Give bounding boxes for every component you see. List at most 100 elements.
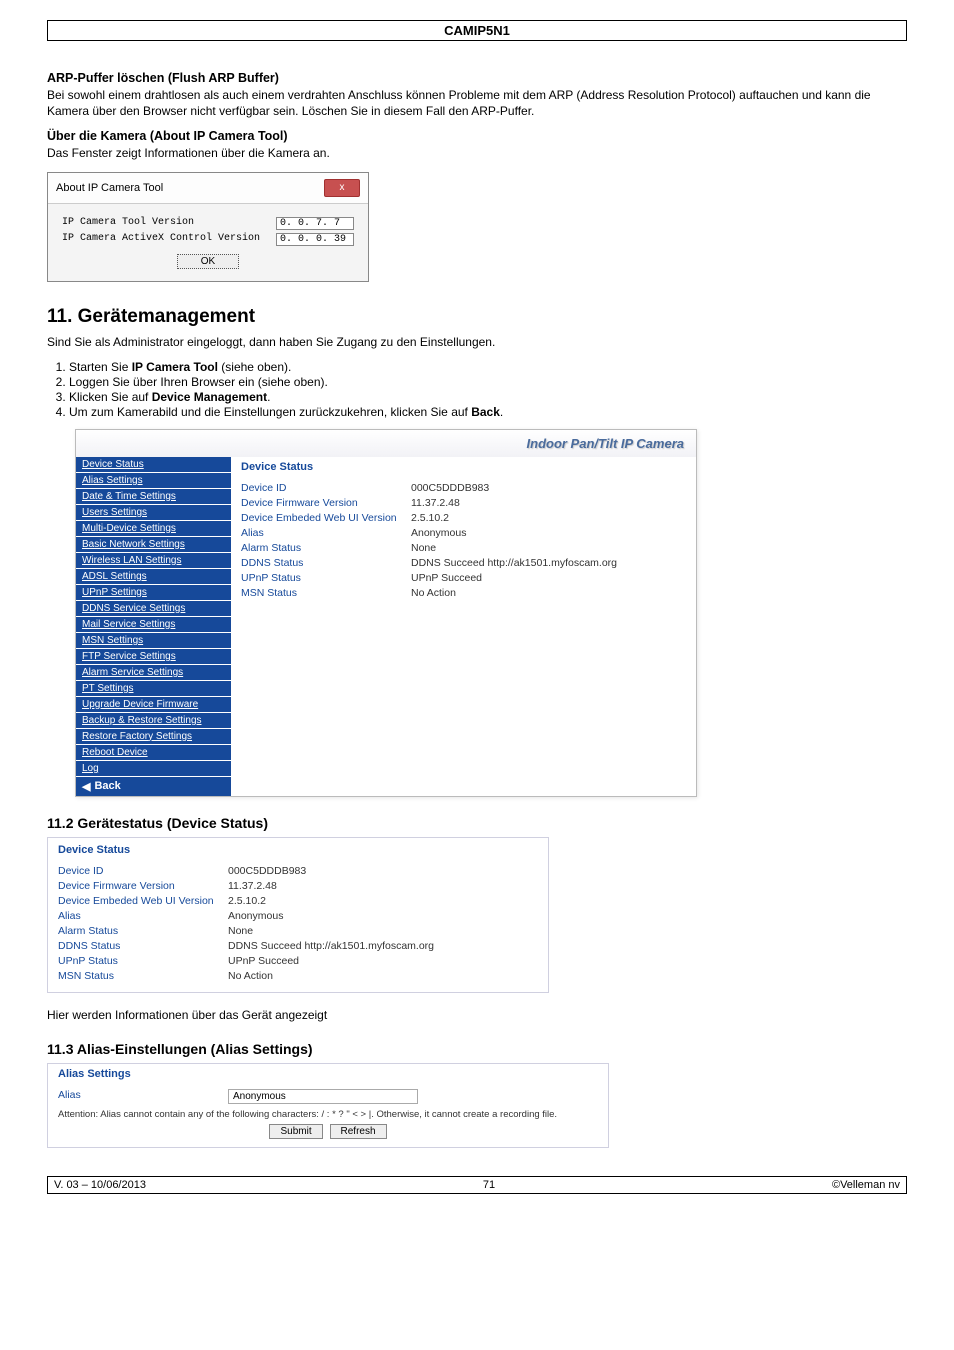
status-row-1-val: 11.37.2.48	[228, 880, 277, 892]
devpanel-row-2-label: Device Embeded Web UI Version	[241, 512, 411, 524]
about-heading: Über die Kamera (About IP Camera Tool)	[47, 129, 907, 143]
submit-button[interactable]: Submit	[269, 1124, 322, 1139]
status-row-4: Alarm StatusNone	[58, 924, 538, 939]
status-row-2-label: Device Embeded Web UI Version	[58, 895, 228, 907]
device-panel: Indoor Pan/Tilt IP Camera Device StatusA…	[75, 429, 697, 797]
sidebar-item-13[interactable]: Alarm Service Settings	[76, 665, 231, 681]
alias-box-title: Alias Settings	[58, 1068, 598, 1080]
sidebar-item-0[interactable]: Device Status	[76, 457, 231, 473]
sec11-2-after: Hier werden Informationen über das Gerät…	[47, 1007, 907, 1023]
page-footer: V. 03 – 10/06/2013 71 ©Velleman nv	[47, 1176, 907, 1194]
sidebar-item-2[interactable]: Date & Time Settings	[76, 489, 231, 505]
status-row-2: Device Embeded Web UI Version2.5.10.2	[58, 894, 538, 909]
sidebar-item-5[interactable]: Basic Network Settings	[76, 537, 231, 553]
status-box: Device Status Device ID000C5DDDB983Devic…	[47, 837, 549, 993]
about-row1-val: 0. 0. 7. 7	[276, 217, 354, 230]
refresh-button[interactable]: Refresh	[330, 1124, 387, 1139]
about-dialog: About IP Camera Tool x IP Camera Tool Ve…	[47, 172, 369, 282]
step-2: Loggen Sie über Ihren Browser ein (siehe…	[69, 375, 907, 389]
steps-list: Starten Sie IP Camera Tool (siehe oben).…	[69, 360, 907, 419]
devpanel-row-0-val: 000C5DDDB983	[411, 482, 489, 494]
status-row-5: DDNS StatusDDNS Succeed http://ak1501.my…	[58, 939, 538, 954]
sidebar-item-11[interactable]: MSN Settings	[76, 633, 231, 649]
status-row-4-label: Alarm Status	[58, 925, 228, 937]
status-row-6-val: UPnP Succeed	[228, 955, 299, 967]
devpanel-row-6: UPnP StatusUPnP Succeed	[241, 571, 686, 586]
sidebar-back[interactable]: ◀Back	[76, 777, 231, 796]
status-row-5-val: DDNS Succeed http://ak1501.myfoscam.org	[228, 940, 434, 952]
devpanel-row-2: Device Embeded Web UI Version2.5.10.2	[241, 511, 686, 526]
about-row2-label: IP Camera ActiveX Control Version	[62, 233, 276, 246]
sidebar-item-17[interactable]: Restore Factory Settings	[76, 729, 231, 745]
status-row-0-label: Device ID	[58, 865, 228, 877]
devpanel-row-2-val: 2.5.10.2	[411, 512, 449, 524]
devpanel-row-0-label: Device ID	[241, 482, 411, 494]
step-4: Um zum Kamerabild und die Einstellungen …	[69, 405, 907, 419]
sidebar-item-19[interactable]: Log	[76, 761, 231, 777]
panel-banner: Indoor Pan/Tilt IP Camera	[76, 430, 696, 457]
devpanel-row-5-val: DDNS Succeed http://ak1501.myfoscam.org	[411, 557, 617, 569]
sidebar-item-16[interactable]: Backup & Restore Settings	[76, 713, 231, 729]
arp-text: Bei sowohl einem drahtlosen als auch ein…	[47, 87, 907, 119]
status-row-6: UPnP StatusUPnP Succeed	[58, 954, 538, 969]
alias-box: Alias Settings Alias Attention: Alias ca…	[47, 1063, 609, 1148]
sidebar-item-4[interactable]: Multi-Device Settings	[76, 521, 231, 537]
devpanel-row-1-label: Device Firmware Version	[241, 497, 411, 509]
close-icon[interactable]: x	[324, 179, 360, 197]
status-box-title: Device Status	[58, 844, 538, 856]
devpanel-row-4: Alarm StatusNone	[241, 541, 686, 556]
status-row-0-val: 000C5DDDB983	[228, 865, 306, 877]
footer-right: ©Velleman nv	[832, 1179, 900, 1191]
sidebar-item-3[interactable]: Users Settings	[76, 505, 231, 521]
devpanel-row-5-label: DDNS Status	[241, 557, 411, 569]
page-header: CAMIP5N1	[47, 20, 907, 41]
devpanel-row-4-val: None	[411, 542, 436, 554]
devpanel-row-3-val: Anonymous	[411, 527, 466, 539]
devpanel-row-7-val: No Action	[411, 587, 456, 599]
devpanel-row-3: AliasAnonymous	[241, 526, 686, 541]
sidebar-item-1[interactable]: Alias Settings	[76, 473, 231, 489]
devpanel-row-1: Device Firmware Version11.37.2.48	[241, 496, 686, 511]
about-row1-label: IP Camera Tool Version	[62, 217, 276, 230]
sidebar-item-7[interactable]: ADSL Settings	[76, 569, 231, 585]
devpanel-row-7: MSN StatusNo Action	[241, 586, 686, 601]
status-row-3-val: Anonymous	[228, 910, 283, 922]
sidebar-item-15[interactable]: Upgrade Device Firmware	[76, 697, 231, 713]
step-4b: Back	[471, 405, 500, 419]
sec11-title: 11. Gerätemanagement	[47, 306, 907, 328]
step-3: Klicken Sie auf Device Management.	[69, 390, 907, 404]
sidebar: Device StatusAlias SettingsDate & Time S…	[76, 457, 231, 796]
sidebar-item-14[interactable]: PT Settings	[76, 681, 231, 697]
alias-label: Alias	[58, 1089, 228, 1104]
status-row-1: Device Firmware Version11.37.2.48	[58, 879, 538, 894]
sec11-intro: Sind Sie als Administrator eingeloggt, d…	[47, 334, 907, 350]
status-row-1-label: Device Firmware Version	[58, 880, 228, 892]
back-arrow-icon: ◀	[82, 780, 90, 793]
devpanel-row-0: Device ID000C5DDDB983	[241, 481, 686, 496]
status-row-7: MSN StatusNo Action	[58, 969, 538, 984]
step-4c: .	[500, 405, 503, 419]
devpanel-row-4-label: Alarm Status	[241, 542, 411, 554]
arp-heading: ARP-Puffer löschen (Flush ARP Buffer)	[47, 71, 907, 85]
sidebar-item-10[interactable]: Mail Service Settings	[76, 617, 231, 633]
sidebar-item-6[interactable]: Wireless LAN Settings	[76, 553, 231, 569]
status-row-7-label: MSN Status	[58, 970, 228, 982]
step-1: Starten Sie IP Camera Tool (siehe oben).	[69, 360, 907, 374]
sec11-3-title: 11.3 Alias-Einstellungen (Alias Settings…	[47, 1041, 907, 1057]
sidebar-item-12[interactable]: FTP Service Settings	[76, 649, 231, 665]
status-row-5-label: DDNS Status	[58, 940, 228, 952]
devpanel-row-5: DDNS StatusDDNS Succeed http://ak1501.my…	[241, 556, 686, 571]
devpanel-row-6-label: UPnP Status	[241, 572, 411, 584]
sidebar-item-18[interactable]: Reboot Device	[76, 745, 231, 761]
alias-attention: Attention: Alias cannot contain any of t…	[58, 1109, 598, 1120]
devpanel-row-3-label: Alias	[241, 527, 411, 539]
sidebar-item-9[interactable]: DDNS Service Settings	[76, 601, 231, 617]
step-1c: (siehe oben).	[218, 360, 291, 374]
ok-button[interactable]: OK	[177, 254, 239, 269]
status-row-3: AliasAnonymous	[58, 909, 538, 924]
status-row-3-label: Alias	[58, 910, 228, 922]
sidebar-item-8[interactable]: UPnP Settings	[76, 585, 231, 601]
step-3c: .	[267, 390, 270, 404]
status-row-6-label: UPnP Status	[58, 955, 228, 967]
alias-input[interactable]	[228, 1089, 418, 1104]
